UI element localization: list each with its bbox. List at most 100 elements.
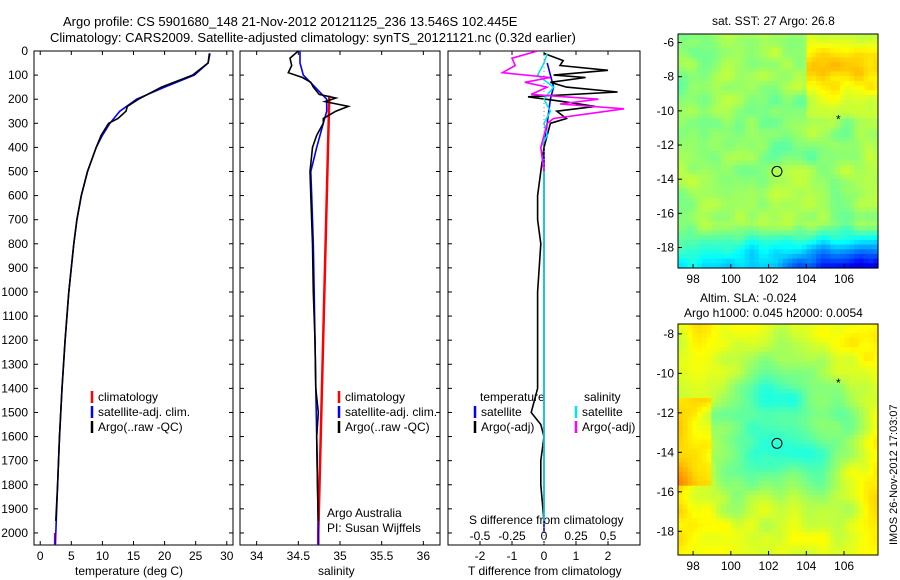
map-cell bbox=[801, 127, 808, 133]
map-cell bbox=[858, 202, 865, 208]
map-cell bbox=[811, 34, 817, 40]
map-cell bbox=[782, 141, 789, 147]
map-cell bbox=[830, 485, 836, 491]
map-cell bbox=[863, 541, 870, 547]
map-cell bbox=[730, 71, 736, 77]
map-cell bbox=[773, 244, 779, 250]
map-cell bbox=[749, 94, 755, 101]
map-cell bbox=[835, 490, 841, 496]
map-cell bbox=[749, 494, 755, 501]
map-cell bbox=[801, 550, 808, 556]
map-cell bbox=[792, 118, 798, 124]
map-cell bbox=[863, 485, 870, 491]
map-cell bbox=[697, 62, 703, 68]
map-cell bbox=[806, 244, 812, 250]
map-cell bbox=[854, 165, 860, 171]
depth-tick-label: 700 bbox=[8, 213, 28, 227]
map-cell bbox=[844, 80, 851, 87]
map-cell bbox=[778, 155, 784, 161]
argo-australia-note: Argo Australia bbox=[327, 506, 402, 520]
map-cell bbox=[768, 328, 774, 334]
map-cell bbox=[725, 66, 731, 73]
map-cell bbox=[782, 444, 789, 450]
map-cell bbox=[849, 397, 855, 404]
map-cell bbox=[725, 249, 731, 255]
map-x-tick-label: 102 bbox=[759, 559, 779, 573]
map-cell bbox=[854, 62, 860, 68]
map-cell bbox=[820, 48, 827, 54]
map-cell bbox=[697, 536, 703, 542]
map-cell bbox=[735, 550, 741, 556]
map-cell bbox=[820, 360, 827, 367]
map-cell bbox=[858, 453, 865, 459]
map-cell bbox=[749, 80, 755, 87]
map-cell bbox=[692, 211, 698, 218]
map-cell bbox=[854, 434, 860, 441]
map-cell bbox=[758, 127, 765, 133]
map-cell bbox=[744, 258, 751, 264]
map-cell bbox=[701, 397, 708, 404]
map-cell bbox=[787, 179, 793, 185]
x-tick-label: 10 bbox=[96, 549, 110, 563]
map-cell bbox=[797, 80, 803, 87]
map-cell bbox=[758, 351, 765, 357]
map-cell bbox=[682, 374, 689, 381]
map-cell bbox=[816, 471, 822, 478]
depth-tick-label: 1900 bbox=[1, 502, 28, 516]
map-cell bbox=[854, 347, 860, 353]
map-cell bbox=[863, 337, 870, 344]
map-cell bbox=[744, 485, 751, 491]
map-cell bbox=[716, 151, 722, 157]
map-cell bbox=[801, 165, 808, 171]
map-cell bbox=[735, 453, 741, 459]
map-cell bbox=[782, 263, 789, 269]
map-cell bbox=[768, 230, 774, 236]
map-cell bbox=[863, 38, 870, 44]
map-cell bbox=[682, 169, 689, 175]
map-cell bbox=[782, 393, 789, 399]
map-cell bbox=[768, 174, 774, 180]
map-cell bbox=[811, 90, 817, 96]
map-cell bbox=[744, 444, 751, 450]
map-cell bbox=[858, 108, 865, 115]
map-cell bbox=[706, 370, 712, 376]
map-cell bbox=[687, 52, 693, 58]
map-cell bbox=[720, 324, 727, 330]
map-cell bbox=[773, 151, 779, 157]
map-cell bbox=[811, 370, 817, 376]
map-cell bbox=[816, 365, 822, 371]
depth-tick-label: 1600 bbox=[1, 430, 28, 444]
map-cell bbox=[763, 155, 770, 161]
map-cell bbox=[711, 545, 717, 551]
x-tick-label: 20 bbox=[158, 549, 172, 563]
map-cell bbox=[720, 439, 727, 445]
map-cell bbox=[697, 421, 703, 427]
map-cell bbox=[739, 481, 746, 487]
map-cell bbox=[778, 402, 784, 408]
map-cell bbox=[754, 174, 760, 180]
map-cell bbox=[787, 225, 793, 232]
map-cell bbox=[711, 462, 717, 468]
map-cell bbox=[687, 146, 693, 152]
map-cell bbox=[816, 43, 822, 49]
map-cell bbox=[806, 197, 812, 204]
map-cell bbox=[797, 132, 803, 138]
map-cell bbox=[749, 136, 755, 143]
map-cell bbox=[687, 48, 693, 54]
map-cell bbox=[687, 207, 693, 213]
map-cell bbox=[782, 146, 789, 152]
map-cell bbox=[806, 94, 812, 101]
map-cell bbox=[749, 490, 755, 496]
map-cell bbox=[692, 476, 698, 482]
map-cell bbox=[792, 333, 798, 339]
map-cell bbox=[787, 216, 793, 222]
map-cell bbox=[701, 113, 708, 119]
map-cell bbox=[744, 499, 751, 505]
map-cell bbox=[839, 230, 846, 236]
map-cell bbox=[863, 416, 870, 422]
map-cell bbox=[835, 434, 841, 441]
map-cell bbox=[854, 155, 860, 161]
map-cell bbox=[773, 76, 779, 82]
map-cell bbox=[782, 122, 789, 129]
map-cell bbox=[692, 462, 698, 468]
